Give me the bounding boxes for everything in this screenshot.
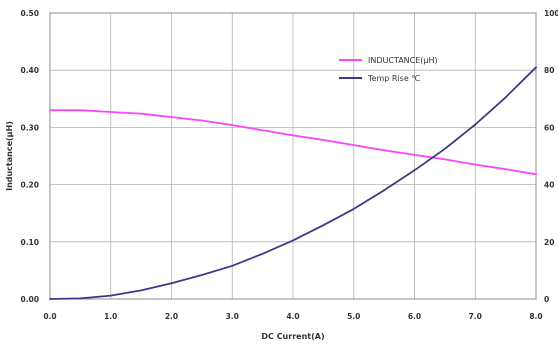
x-tick-label: 3.0: [226, 312, 239, 321]
x-tick-label: 4.0: [286, 312, 299, 321]
legend: INDUCTANCE(μH) Temp Rise ℃: [339, 56, 438, 83]
y2-tick-label: 100: [544, 9, 558, 18]
grid: [50, 13, 536, 299]
y-tick-label: 0.20: [20, 181, 39, 190]
y2-tick-label: 20: [544, 238, 554, 247]
y2-tick-label: 80: [544, 66, 554, 75]
legend-label-temp-rise: Temp Rise ℃: [367, 74, 420, 83]
series-layer: [49, 66, 537, 300]
x-tick-label: 6.0: [408, 312, 421, 321]
x-tick-label: 5.0: [347, 312, 360, 321]
legend-label-inductance: INDUCTANCE(μH): [368, 56, 438, 65]
y-tick-label: 0.50: [20, 9, 39, 18]
y-tick-label: 0.30: [20, 123, 39, 132]
series-line-temp-rise: [49, 66, 537, 300]
y2-tick-label: 40: [544, 181, 554, 190]
series-line-inductance: [49, 109, 537, 176]
x-axis-title: DC Current(A): [261, 332, 324, 341]
y2-tick-label: 0: [544, 295, 549, 304]
x-tick-label: 1.0: [104, 312, 117, 321]
x-tick-label: 8.0: [529, 312, 542, 321]
x-tick-label: 0.0: [43, 312, 56, 321]
x-tick-label: 2.0: [165, 312, 178, 321]
y2-tick-label: 60: [544, 123, 554, 132]
plot-border: [49, 12, 537, 300]
y-tick-label: 0.00: [20, 295, 39, 304]
y-axis-title: Inductance(μH): [5, 121, 14, 191]
x-tick-label: 7.0: [469, 312, 482, 321]
tick-labels: 0.0 1.0 2.0 3.0 4.0 5.0 6.0 7.0 8.0 0.00 0.10 0.20 0…: [20, 9, 558, 321]
y-tick-label: 0.10: [20, 238, 39, 247]
y-tick-label: 0.40: [20, 66, 39, 75]
